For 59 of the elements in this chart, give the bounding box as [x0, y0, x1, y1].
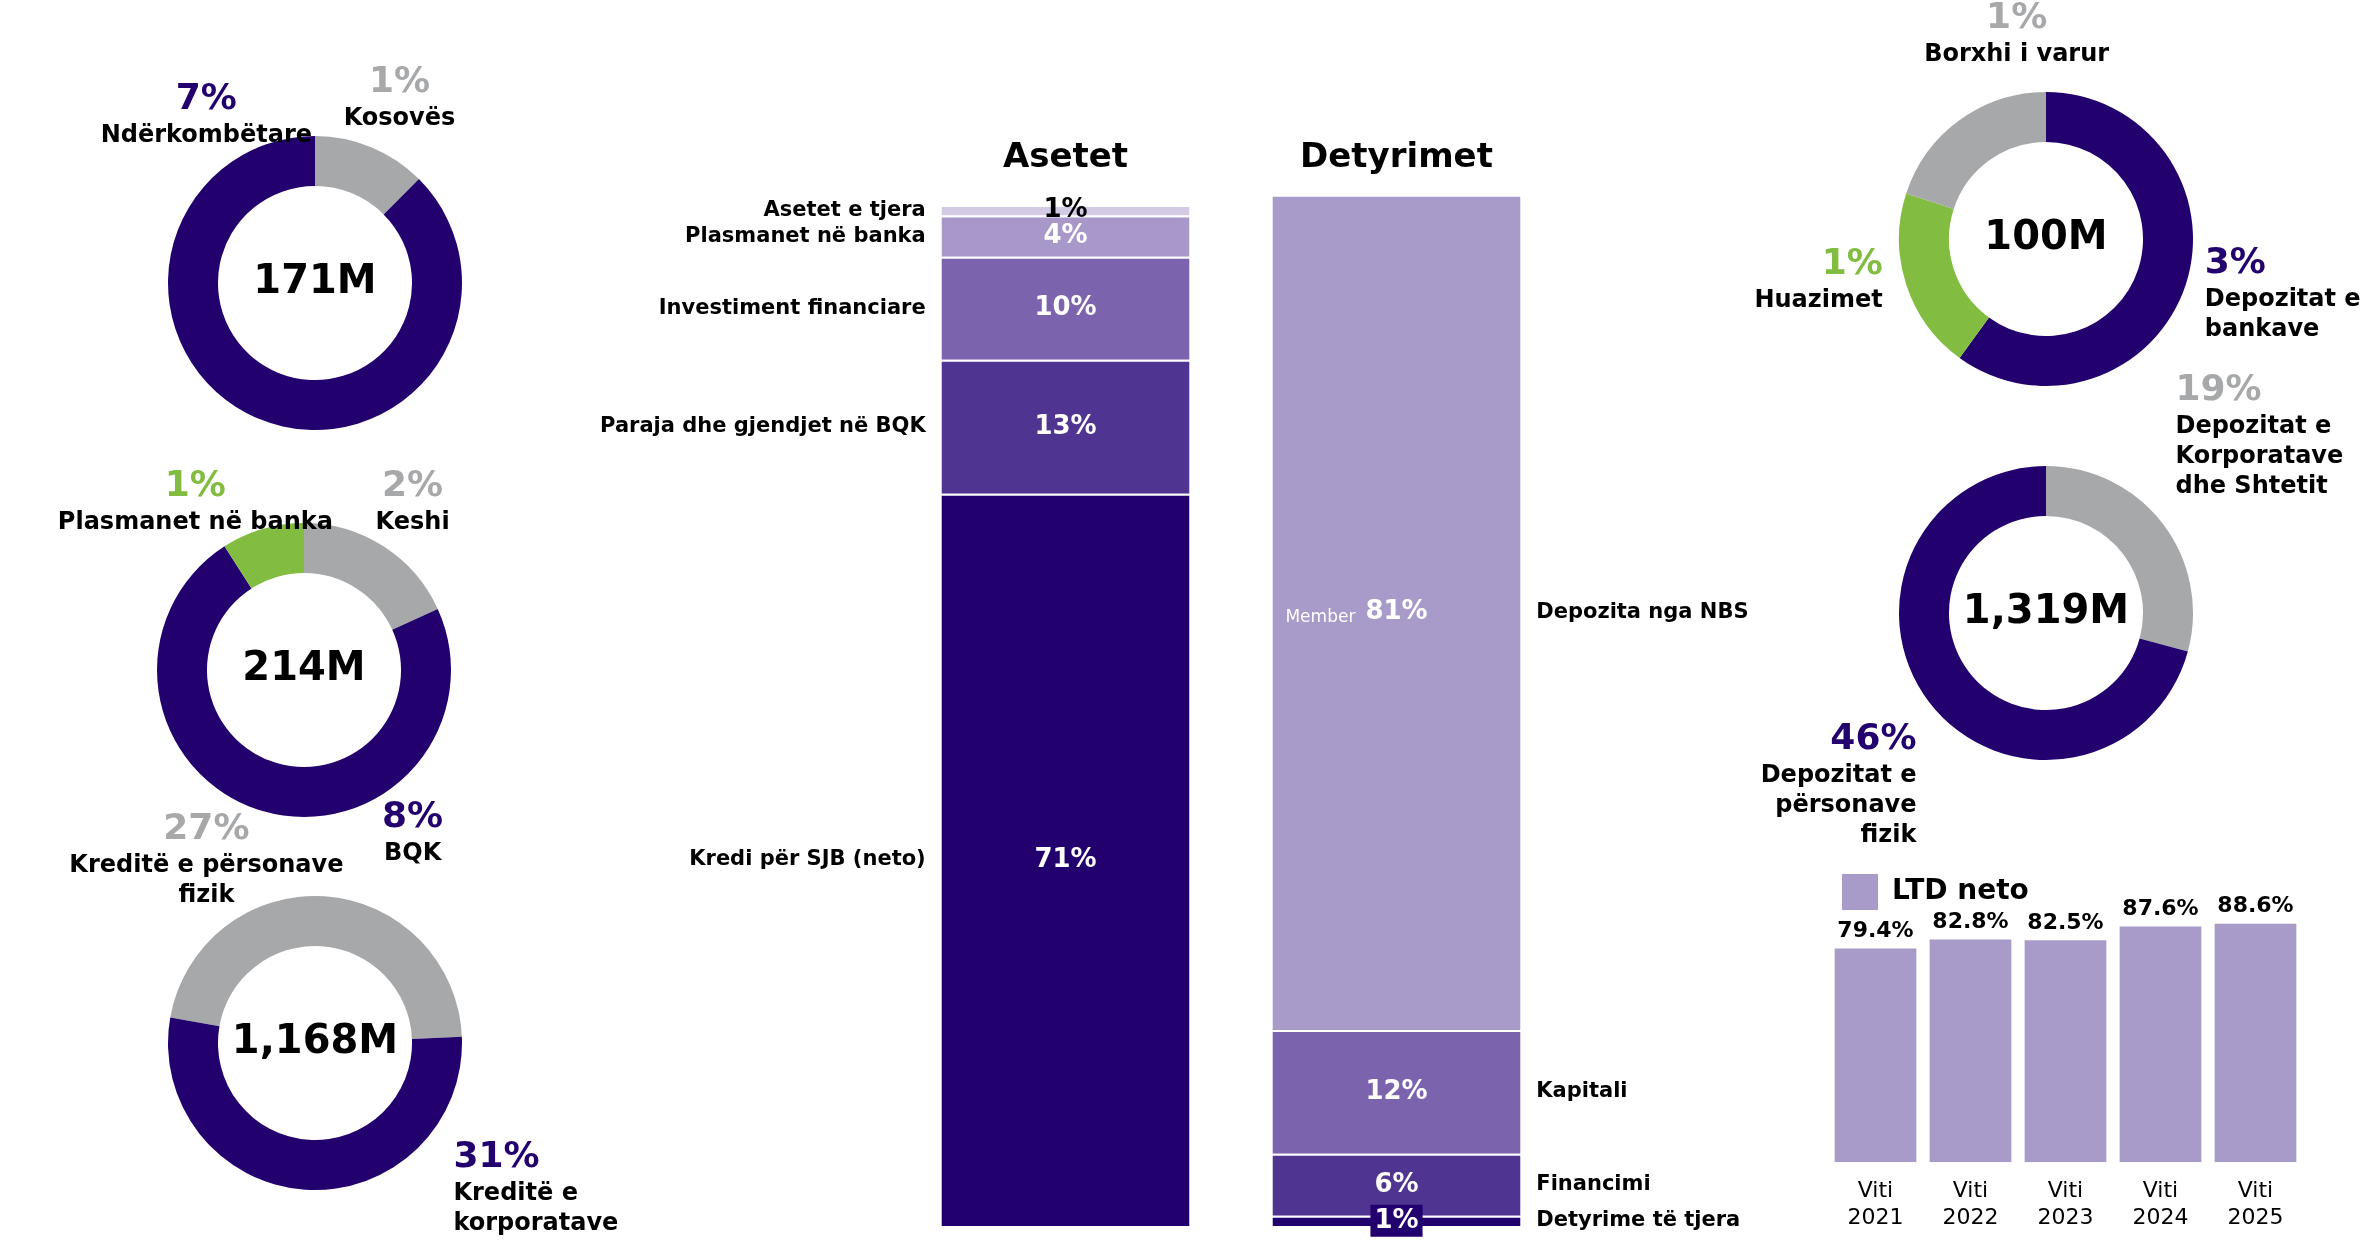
slice-label: Huazimet [1754, 284, 1883, 313]
text: 1,168M [231, 1016, 399, 1063]
series-label: Kapitali [1536, 1078, 1628, 1103]
slice-label: BQK [383, 837, 443, 866]
slice-label: Depozitat e bankave [2204, 284, 2361, 343]
data-label: 81% [1365, 595, 1428, 626]
data-label: 27% [163, 805, 250, 847]
x-tick-label: Viti 2025 [2227, 1177, 2284, 1229]
slice-label: Depozitat e përsonave fizik [1760, 759, 1918, 848]
data-label: 6% [1374, 1167, 1419, 1198]
data-label: 31% [453, 1134, 540, 1176]
data-label: 19% [2175, 366, 2262, 408]
series-label: Asetet e tjera [763, 196, 926, 221]
x-tick-label: Viti 2021 [1847, 1177, 1904, 1229]
slice-label: Kosovës [343, 102, 456, 131]
series-label: Kredi për SJB (neto) [689, 846, 926, 871]
data-label: 2% [382, 462, 444, 504]
x-tick-label: Viti 2022 [1942, 1177, 1999, 1229]
legend-label: LTD neto [1892, 873, 2029, 907]
data-label: 1% [1374, 1203, 1419, 1234]
slice-label: Borxhi i varur [1924, 38, 2110, 67]
slice-label: Plasmanet në banka [57, 506, 333, 535]
data-label: 79.4% [1837, 917, 1914, 943]
data-label: 1% [1821, 241, 1883, 283]
text: 171M [253, 256, 377, 303]
slice-label: Ndërkombëtare [100, 119, 313, 148]
annotation: Member [1285, 605, 1356, 626]
text: 100M [1984, 212, 2108, 259]
data-label: 10% [1034, 290, 1097, 321]
series-label: Investiment financiare [658, 294, 926, 319]
data-label: 1% [164, 462, 226, 504]
data-label: 82.8% [1932, 908, 2009, 934]
data-label: 71% [1034, 842, 1097, 873]
data-label: 13% [1034, 409, 1097, 440]
series-label: Detyrime të tjera [1536, 1207, 1741, 1232]
x-tick-label: Viti 2023 [2037, 1177, 2094, 1229]
data-label: 87.6% [2122, 895, 2199, 921]
slice-label: Keshi [375, 506, 450, 535]
data-label: 12% [1365, 1074, 1428, 1105]
series-label: Plasmanet në banka [685, 222, 926, 247]
text: 214M [242, 643, 366, 690]
data-label: 1% [1986, 0, 2048, 36]
slice-label: Kreditë e korporatave [453, 1178, 619, 1237]
x-tick-label: Asetet [1002, 135, 1129, 176]
data-label: 88.6% [2217, 892, 2294, 918]
series-label: Depozita nga NBS [1536, 598, 1749, 623]
text: 1,319M [1962, 586, 2130, 633]
series-label: Financimi [1536, 1171, 1651, 1196]
data-label: 82.5% [2027, 908, 2104, 934]
data-label: 3% [2204, 240, 2266, 282]
series-label: Paraja dhe gjendjet në BQK [600, 413, 927, 438]
x-tick-label: Viti 2024 [2132, 1177, 2189, 1229]
data-label: 7% [175, 75, 237, 117]
data-label: 8% [382, 793, 444, 835]
data-label: 1% [368, 59, 431, 100]
x-tick-label: Detyrimet [1300, 135, 1493, 176]
slice-label: Depozitat e Korporatave dhe Shtetit [2175, 410, 2344, 499]
data-label: 46% [1830, 715, 1917, 757]
slice-label: Kreditë e përsonave fizik [69, 849, 344, 908]
